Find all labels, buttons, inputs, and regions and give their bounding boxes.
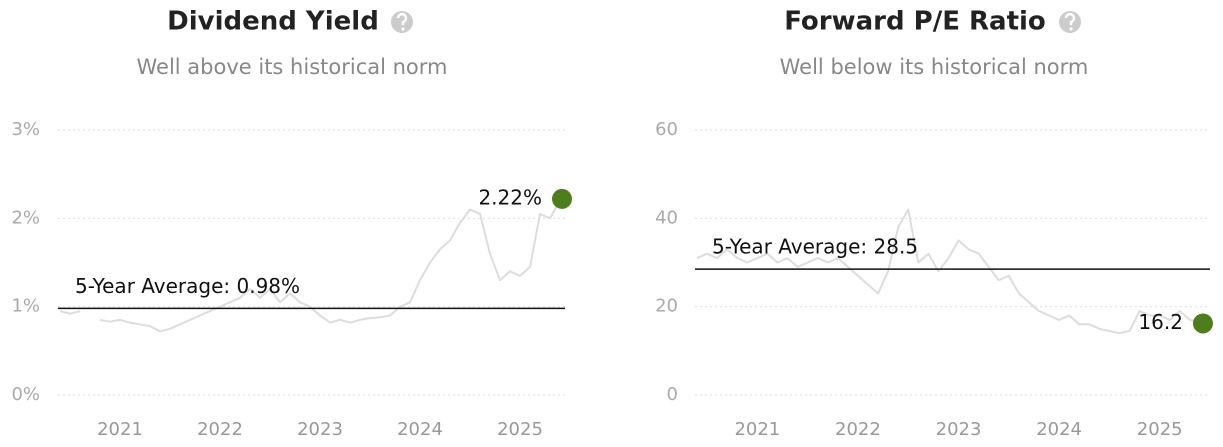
y-tick-label: 2% [11,207,40,228]
x-tick-label: 2025 [1137,419,1183,440]
y-tick-label: 40 [655,207,678,228]
y-tick-label: 0% [11,384,40,405]
y-tick-label: 20 [655,296,678,317]
x-tick-label: 2021 [734,419,780,440]
average-label: 5-Year Average: 0.98% [75,274,300,298]
current-label: 16.2 [1138,310,1183,334]
y-tick-label: 0 [667,384,678,405]
y-tick-label: 3% [11,119,40,140]
x-tick-label: 2021 [97,419,143,440]
current-label: 2.22% [478,185,542,209]
data-line [696,208,1201,335]
chart-subtitle: Well above its historical norm [137,55,448,79]
chart-subtitle: Well below its historical norm [780,55,1089,79]
x-tick-label: 2022 [835,419,881,440]
x-tick-label: 2025 [497,419,543,440]
current-point [1192,313,1213,334]
chart-title: Forward P/E Ratio [784,7,1046,37]
x-tick-label: 2022 [197,419,243,440]
x-tick-label: 2023 [297,419,343,440]
x-tick-label: 2023 [936,419,982,440]
y-tick-label: 1% [11,296,40,317]
x-tick-label: 2024 [1036,419,1082,440]
y-tick-label: 60 [655,119,678,140]
help-icon[interactable] [391,11,413,33]
chart-title: Dividend Yield [167,7,379,37]
help-icon[interactable] [1059,11,1081,33]
current-point [552,188,572,209]
average-label: 5-Year Average: 28.5 [712,235,918,259]
x-tick-label: 2024 [397,419,443,440]
data-line [59,200,561,333]
